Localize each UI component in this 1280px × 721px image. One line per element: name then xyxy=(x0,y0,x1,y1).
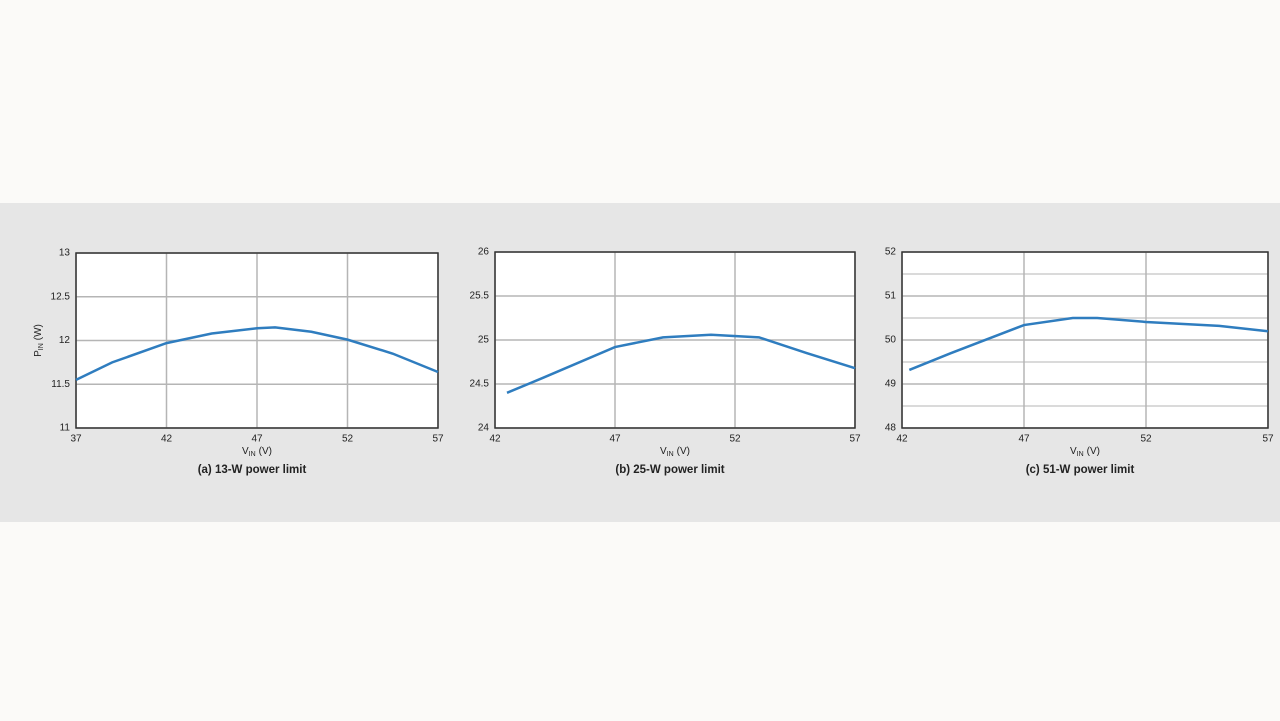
y-tick-label: 12.5 xyxy=(51,291,71,302)
x-tick-label: 47 xyxy=(1018,434,1030,445)
y-tick-label: 49 xyxy=(885,379,897,390)
plot-border xyxy=(494,251,856,429)
y-tick-label: 11.5 xyxy=(51,379,70,390)
plot-border xyxy=(75,252,439,429)
data-line xyxy=(506,333,856,394)
x-tick-label: 57 xyxy=(1262,434,1274,445)
x-tick-label: 57 xyxy=(849,434,861,445)
y-tick-label: 52 xyxy=(885,247,897,258)
label-sub: IN xyxy=(38,343,45,350)
chart-caption: (a) 13-W power limit xyxy=(198,464,307,476)
label-unit: (V) xyxy=(259,446,272,457)
label-main: V xyxy=(660,446,667,457)
y-tick-label: 25.5 xyxy=(470,291,490,302)
x-tick-label: 37 xyxy=(70,434,82,445)
chart-caption: (b) 25-W power limit xyxy=(615,464,724,476)
label-unit: (V) xyxy=(677,446,690,457)
y-tick-label: 13 xyxy=(59,248,71,259)
label-sub: IN xyxy=(1077,451,1084,458)
x-tick-label: 52 xyxy=(1140,434,1152,445)
y-tick-label: 50 xyxy=(885,335,897,346)
x-tick-label: 47 xyxy=(251,434,263,445)
x-axis-label: VIN (V) xyxy=(660,446,690,459)
y-tick-label: 48 xyxy=(885,423,897,434)
y-tick-label: 51 xyxy=(885,291,897,302)
x-tick-label: 57 xyxy=(432,434,444,445)
label-main: V xyxy=(242,446,249,457)
label-main: V xyxy=(1070,446,1077,457)
label-unit: (W) xyxy=(33,324,44,340)
y-tick-label: 11 xyxy=(60,423,71,434)
y-tick-label: 24 xyxy=(478,423,490,434)
y-tick-label: 26 xyxy=(478,247,490,258)
label-sub: IN xyxy=(667,451,674,458)
label-main: P xyxy=(33,350,44,357)
plot-border xyxy=(901,251,1269,429)
data-line xyxy=(75,326,439,382)
x-tick-label: 42 xyxy=(896,434,908,445)
data-line xyxy=(908,316,1269,372)
x-axis-label: VIN (V) xyxy=(242,446,272,459)
label-unit: (V) xyxy=(1087,446,1100,457)
y-tick-label: 12 xyxy=(59,335,71,346)
y-tick-label: 25 xyxy=(478,335,490,346)
x-axis-label: VIN (V) xyxy=(1070,446,1100,459)
x-tick-label: 42 xyxy=(161,434,173,445)
chart-caption: (c) 51-W power limit xyxy=(1026,464,1135,476)
y-axis-label: PIN (W) xyxy=(33,324,46,357)
x-tick-label: 42 xyxy=(489,434,501,445)
x-tick-label: 52 xyxy=(342,434,354,445)
y-tick-label: 24.5 xyxy=(470,379,490,390)
label-sub: IN xyxy=(249,451,256,458)
x-tick-label: 47 xyxy=(609,434,621,445)
x-tick-label: 52 xyxy=(729,434,741,445)
